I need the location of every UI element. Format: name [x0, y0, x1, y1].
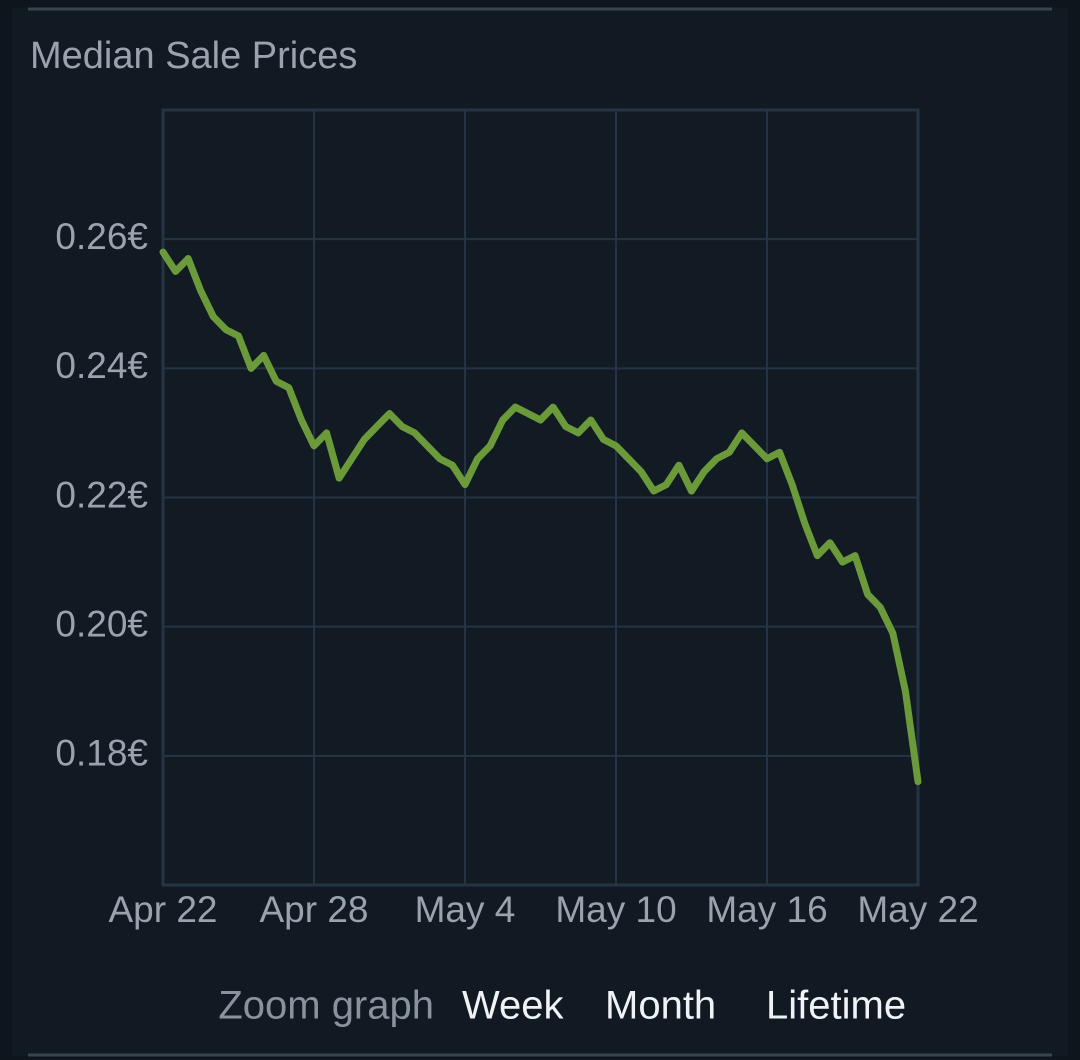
- y-tick-label: 0.18€: [55, 733, 148, 774]
- x-tick-label: May 4: [415, 889, 516, 930]
- x-tick-label: May 10: [555, 889, 676, 930]
- zoom-label: Zoom graph: [218, 984, 434, 1028]
- zoom-button[interactable]: Month: [605, 984, 716, 1028]
- y-tick-label: 0.22€: [55, 474, 148, 515]
- x-tick-label: May 22: [857, 889, 978, 930]
- price-line: [159, 248, 922, 786]
- chart-title: Median Sale Prices: [30, 35, 357, 77]
- y-tick-label: 0.20€: [55, 603, 148, 644]
- y-tick-label: 0.26€: [55, 216, 148, 257]
- y-tick-label: 0.24€: [55, 345, 148, 386]
- x-tick-label: Apr 22: [108, 889, 217, 930]
- zoom-button[interactable]: Week: [462, 984, 565, 1028]
- x-tick-label: Apr 28: [259, 889, 368, 930]
- x-tick-label: May 16: [706, 889, 827, 930]
- zoom-button[interactable]: Lifetime: [766, 984, 906, 1028]
